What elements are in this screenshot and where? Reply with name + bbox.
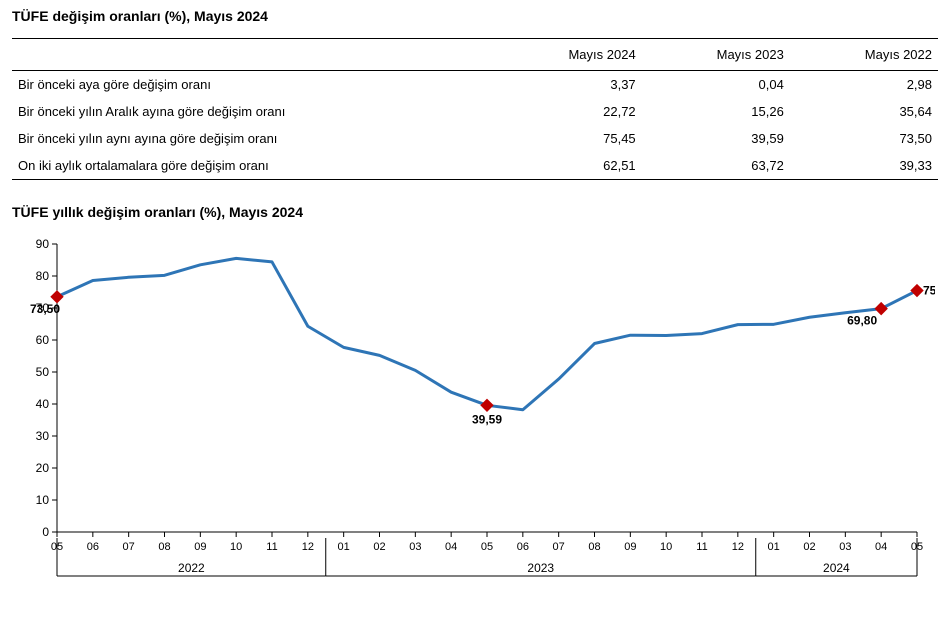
cell-value: 73,50 — [790, 125, 938, 152]
svg-text:12: 12 — [302, 541, 314, 553]
svg-text:03: 03 — [409, 541, 421, 553]
row-label: Bir önceki yılın Aralık ayına göre değiş… — [12, 98, 494, 125]
svg-text:02: 02 — [373, 541, 385, 553]
svg-text:07: 07 — [553, 541, 565, 553]
cell-value: 3,37 — [494, 71, 642, 99]
cell-value: 22,72 — [494, 98, 642, 125]
svg-text:60: 60 — [36, 333, 50, 347]
cell-value: 62,51 — [494, 152, 642, 180]
svg-text:07: 07 — [123, 541, 135, 553]
svg-text:0: 0 — [42, 525, 49, 539]
table-row: Bir önceki yılın Aralık ayına göre değiş… — [12, 98, 938, 125]
cell-value: 15,26 — [642, 98, 790, 125]
svg-text:03: 03 — [839, 541, 851, 553]
svg-text:10: 10 — [660, 541, 672, 553]
svg-text:10: 10 — [36, 493, 50, 507]
svg-text:12: 12 — [732, 541, 744, 553]
svg-text:10: 10 — [230, 541, 242, 553]
svg-text:50: 50 — [36, 365, 50, 379]
svg-text:06: 06 — [517, 541, 529, 553]
row-label: Bir önceki aya göre değişim oranı — [12, 71, 494, 99]
table-header-col: Mayıs 2023 — [642, 39, 790, 71]
svg-text:08: 08 — [158, 541, 170, 553]
chart-title: TÜFE yıllık değişim oranları (%), Mayıs … — [12, 204, 938, 220]
svg-text:04: 04 — [445, 541, 457, 553]
data-table: Mayıs 2024 Mayıs 2023 Mayıs 2022 Bir önc… — [12, 38, 938, 180]
line-chart: 0102030405060708090050607080910111201020… — [15, 230, 935, 590]
table-row: Bir önceki aya göre değişim oranı3,370,0… — [12, 71, 938, 99]
svg-text:75,45: 75,45 — [923, 284, 935, 298]
svg-text:06: 06 — [87, 541, 99, 553]
svg-text:80: 80 — [36, 269, 50, 283]
svg-text:90: 90 — [36, 237, 50, 251]
svg-text:01: 01 — [768, 541, 780, 553]
cell-value: 2,98 — [790, 71, 938, 99]
cell-value: 35,64 — [790, 98, 938, 125]
table-header-col: Mayıs 2024 — [494, 39, 642, 71]
svg-text:11: 11 — [696, 541, 707, 553]
table-title: TÜFE değişim oranları (%), Mayıs 2024 — [12, 8, 938, 24]
table-header-blank — [12, 39, 494, 71]
svg-text:2024: 2024 — [823, 561, 850, 575]
svg-text:30: 30 — [36, 429, 50, 443]
svg-text:20: 20 — [36, 461, 50, 475]
svg-text:02: 02 — [803, 541, 815, 553]
svg-text:04: 04 — [875, 541, 887, 553]
svg-text:08: 08 — [588, 541, 600, 553]
svg-text:69,80: 69,80 — [847, 314, 877, 328]
svg-text:2022: 2022 — [178, 561, 205, 575]
cell-value: 39,33 — [790, 152, 938, 180]
cell-value: 63,72 — [642, 152, 790, 180]
svg-text:2023: 2023 — [527, 561, 554, 575]
cell-value: 75,45 — [494, 125, 642, 152]
table-row: Bir önceki yılın aynı ayına göre değişim… — [12, 125, 938, 152]
svg-text:11: 11 — [266, 541, 277, 553]
row-label: On iki aylık ortalamalara göre değişim o… — [12, 152, 494, 180]
cell-value: 0,04 — [642, 71, 790, 99]
cell-value: 39,59 — [642, 125, 790, 152]
table-header-row: Mayıs 2024 Mayıs 2023 Mayıs 2022 — [12, 39, 938, 71]
table-row: On iki aylık ortalamalara göre değişim o… — [12, 152, 938, 180]
svg-text:05: 05 — [481, 541, 493, 553]
svg-text:39,59: 39,59 — [472, 412, 502, 426]
svg-text:73,50: 73,50 — [30, 302, 60, 316]
row-label: Bir önceki yılın aynı ayına göre değişim… — [12, 125, 494, 152]
svg-text:09: 09 — [194, 541, 206, 553]
svg-text:01: 01 — [338, 541, 350, 553]
table-header-col: Mayıs 2022 — [790, 39, 938, 71]
svg-text:09: 09 — [624, 541, 636, 553]
svg-text:40: 40 — [36, 397, 50, 411]
